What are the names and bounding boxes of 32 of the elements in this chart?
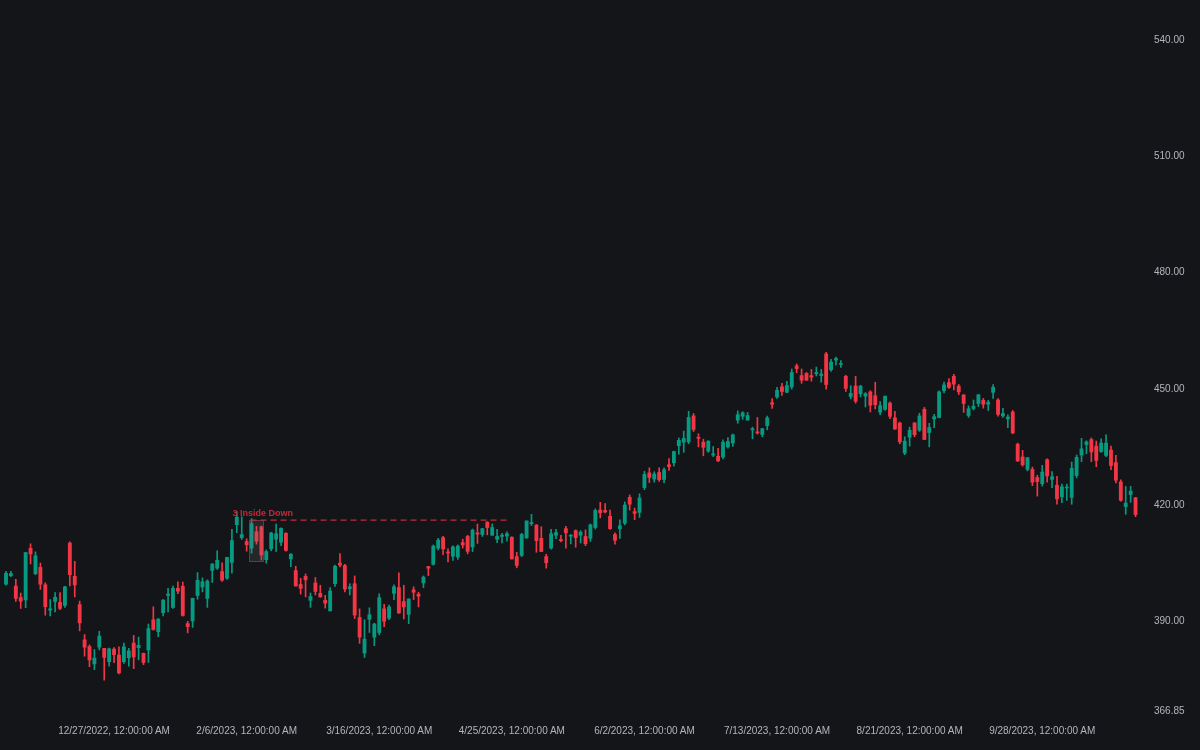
y-tick-label: 420.00: [1154, 498, 1186, 510]
x-tick-label: 6/2/2023, 12:00:00 AM: [594, 724, 695, 736]
y-tick-label: 366.85: [1154, 704, 1186, 716]
candlestick: [1123, 486, 1128, 515]
x-tick-label: 12/27/2022, 12:00:00 AM: [58, 724, 170, 736]
candlestick: [347, 583, 352, 596]
candlestick: [495, 529, 500, 543]
candlestick: [568, 534, 573, 545]
x-tick-label: 8/21/2023, 12:00:00 AM: [856, 724, 963, 736]
x-tick-label: 2/6/2023, 12:00:00 AM: [196, 724, 297, 736]
candlestick: [927, 422, 932, 448]
candlestick: [598, 501, 603, 519]
candlestick: [72, 560, 77, 598]
candlestick: [563, 526, 568, 549]
x-tick-label: 3/16/2023, 12:00:00 AM: [326, 724, 433, 736]
candlestick: [838, 360, 843, 368]
x-tick-label: 7/13/2023, 12:00:00 AM: [723, 724, 831, 736]
y-tick-label: 540.00: [1154, 33, 1186, 45]
candlestick: [239, 516, 244, 540]
y-tick-label: 480.00: [1154, 266, 1186, 278]
candlestick: [323, 594, 328, 609]
candlestick: [1050, 471, 1054, 488]
x-tick-label: 4/25/2023, 12:00:00 AM: [458, 724, 565, 736]
candlestick: [667, 458, 671, 471]
y-tick-label: 450.00: [1154, 382, 1186, 394]
y-tick-label: 510.00: [1154, 150, 1186, 162]
candlestick: [617, 519, 622, 539]
x-tick-label: 9/28/2023, 12:00:00 AM: [989, 724, 1096, 736]
ref-line-label: 3 Inside Down: [232, 508, 294, 519]
y-tick-label: 390.00: [1154, 615, 1186, 627]
candlestick: [53, 592, 58, 613]
candlestick: [401, 584, 406, 620]
